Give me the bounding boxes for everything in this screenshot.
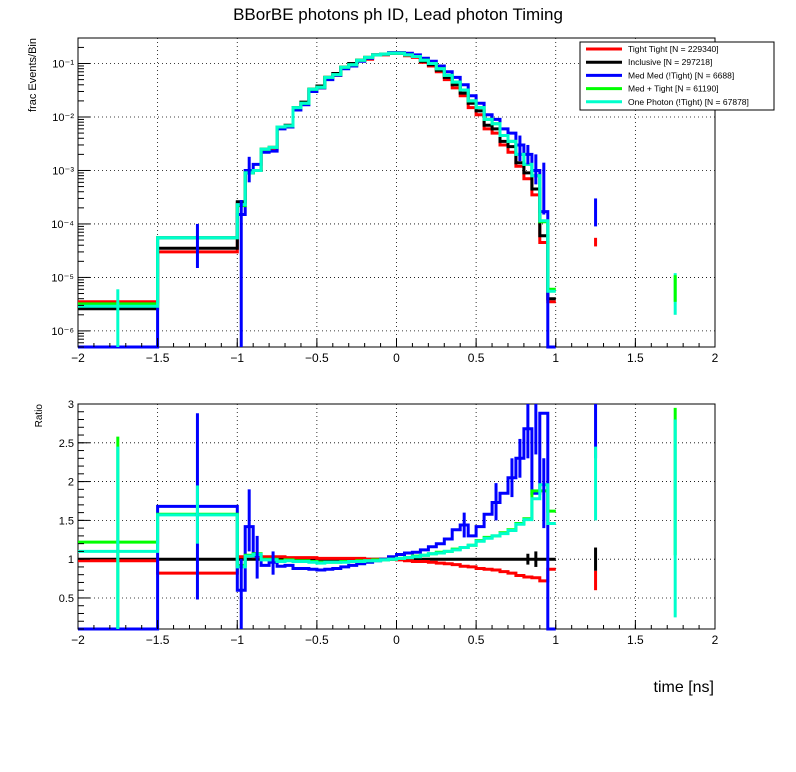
ratio-x-tick-label: 0: [393, 633, 400, 647]
legend-entry-label: One Photon (!Tight) [N = 67878]: [628, 97, 749, 107]
legend: Tight Tight [N = 229340] Inclusive [N = 2…: [579, 41, 775, 111]
legend-entry-label: Med + Tight [N = 61190]: [628, 84, 719, 94]
ratio-panel: −2 −1.5 −1 −0.5 0 0.5 1 1.5 2 0.5 1 1.5 2 2.5 3 Ratio: [34, 399, 719, 647]
legend-entry-label: Inclusive [N = 297218]: [628, 57, 712, 67]
ratio-y-tick-label: 3: [68, 399, 74, 411]
ratio-series-line-2: [78, 411, 556, 631]
ratio-series-line-4: [78, 483, 556, 569]
ratio-x-tick-label: 2: [712, 633, 719, 647]
top-y-tick-label: 10⁻⁶: [51, 326, 74, 338]
top-series-line-4: [78, 51, 556, 308]
ratio-series-group: [78, 411, 556, 631]
ratio-x-tick-label: 1: [552, 633, 559, 647]
ratio-x-tick-label: −1.5: [146, 633, 170, 647]
top-x-tick-label: 1: [552, 351, 559, 365]
top-x-tick-label: −0.5: [305, 351, 329, 365]
ratio-y-tick-label: 2.5: [59, 438, 74, 450]
ratio-y-tick-label: 1: [68, 554, 74, 566]
top-x-tick-label: 0: [393, 351, 400, 365]
top-y-axis-label: frac Events/Bin: [27, 38, 39, 112]
ratio-x-tick-label: 1.5: [627, 633, 644, 647]
top-x-tick-label: −1.5: [146, 351, 170, 365]
top-error-bars: [116, 135, 677, 347]
ratio-y-axis-label: Ratio: [34, 404, 45, 428]
ratio-x-ticks: −2 −1.5 −1 −0.5 0 0.5 1 1.5 2: [71, 620, 719, 647]
chart-title: BBorBE photons ph ID, Lead photon Timing: [233, 5, 563, 24]
ratio-y-tick-label: 2: [68, 477, 74, 489]
top-x-tick-label: 0.5: [468, 351, 485, 365]
top-panel: −2 −1.5 −1 −0.5 0 0.5 1 1.5 2 10⁻⁶10⁻⁵10⁻⁴10⁻³10…: [27, 37, 775, 365]
ratio-x-tick-label: −0.5: [305, 633, 329, 647]
legend-items: Tight Tight [N = 229340] Inclusive [N = 2…: [586, 44, 749, 107]
ratio-error-bars: [116, 404, 677, 629]
ratio-x-tick-label: 0.5: [468, 633, 485, 647]
ratio-y-ticks: 0.5 1 1.5 2 2.5 3: [59, 399, 90, 630]
top-y-tick-label: 10⁻²: [52, 112, 74, 124]
legend-entry-label: Med Med (!Tight) [N = 6688]: [628, 70, 734, 80]
ratio-x-tick-label: −1: [230, 633, 244, 647]
top-y-tick-label: 10⁻¹: [52, 59, 74, 71]
x-axis-label: time [ns]: [654, 679, 714, 696]
top-y-tick-label: 10⁻⁴: [51, 219, 74, 231]
ratio-y-tick-label: 1.5: [59, 515, 74, 527]
top-x-tick-label: −1: [230, 351, 244, 365]
top-y-tick-label: 10⁻³: [52, 165, 74, 177]
top-x-ticks: −2 −1.5 −1 −0.5 0 0.5 1 1.5 2: [71, 338, 719, 365]
ratio-series-line-1: [78, 554, 556, 583]
ratio-x-tick-label: −2: [71, 633, 85, 647]
top-x-tick-label: 2: [712, 351, 719, 365]
top-y-tick-label: 10⁻⁵: [51, 272, 74, 284]
ratio-y-tick-label: 0.5: [59, 593, 74, 605]
legend-entry-label: Tight Tight [N = 229340]: [628, 44, 719, 54]
top-x-tick-label: −2: [71, 351, 85, 365]
top-series-group: [78, 51, 556, 349]
top-x-tick-label: 1.5: [627, 351, 644, 365]
top-y-ticks: 10⁻⁶ 10⁻⁵ 10⁻⁴ 10⁻³ 10⁻² 10⁻¹: [51, 46, 90, 348]
